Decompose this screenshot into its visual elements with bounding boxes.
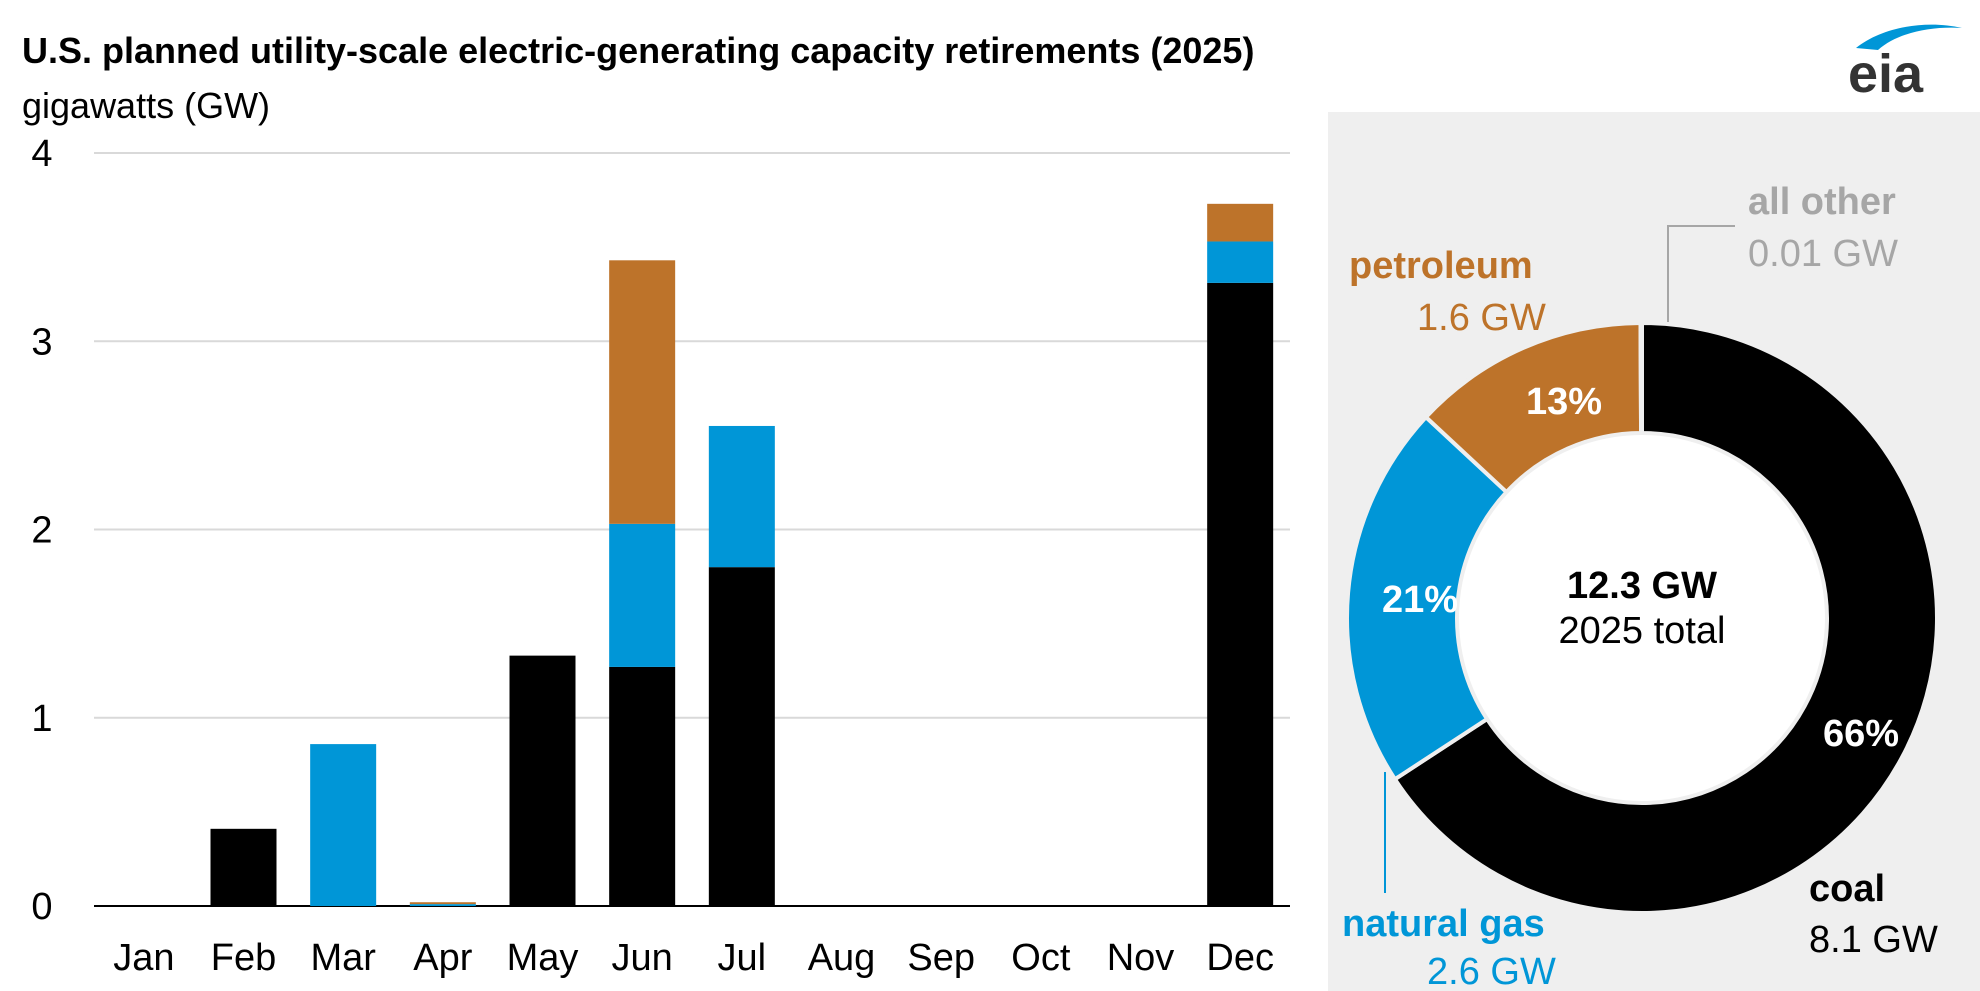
slice-pct-coal: 66% [1823, 713, 1899, 755]
leader-line-all-other [1667, 225, 1735, 322]
x-tick-label: Sep [907, 937, 975, 979]
y-tick-label: 1 [31, 698, 52, 740]
bar-natural-gas-jun [609, 523, 676, 667]
y-tick-label: 2 [31, 510, 52, 552]
y-tick-label: 0 [31, 886, 52, 928]
bar-coal-jun [609, 666, 676, 906]
legend-name-coal: coal [1809, 868, 1885, 910]
chart-title: U.S. planned utility-scale electric-gene… [22, 30, 1255, 71]
bar-chart: 0 1 2 3 4 Jan Feb Mar Apr May Jun Jul Aug Sep Oct Nov De… [31, 133, 1290, 979]
eia-logo: eia [1848, 24, 1962, 98]
x-tick-label: Dec [1206, 937, 1274, 979]
x-tick-label: Oct [1011, 937, 1071, 979]
legend-name-petroleum: petroleum [1349, 245, 1533, 287]
bar-natural-gas-mar [310, 744, 377, 906]
bar-petroleum-dec [1207, 203, 1274, 242]
x-tick-label: Mar [310, 937, 376, 979]
bar-natural-gas-apr [409, 904, 476, 906]
donut-slice-all-other [1638, 320, 1644, 436]
y-tick-label: 3 [31, 321, 52, 363]
x-tick-label: Jun [612, 937, 673, 979]
legend-amount-coal: 8.1 GW [1809, 919, 1938, 961]
donut-center-value: 12.3 GW [1567, 565, 1717, 607]
legend-amount-all-other: 0.01 GW [1748, 233, 1898, 275]
y-tick-label: 4 [31, 133, 52, 175]
bar-coal-may [509, 655, 576, 906]
bar-coal-feb [210, 828, 277, 906]
x-tick-label: Jul [718, 937, 767, 979]
donut-slice-coal [1392, 320, 1939, 915]
eia-logo-text: eia [1848, 44, 1924, 98]
bar-coal-jul [708, 567, 775, 906]
eia-swoosh-icon [1856, 24, 1962, 50]
legend-name-all-other: all other [1748, 181, 1896, 223]
x-tick-label: Jan [113, 937, 174, 979]
donut-hole [1459, 435, 1825, 801]
x-tick-label: Aug [808, 937, 876, 979]
x-tick-label: May [507, 937, 579, 979]
x-tick-label: Apr [413, 937, 472, 979]
bar-natural-gas-dec [1207, 241, 1274, 283]
legend-amount-petroleum: 1.6 GW [1417, 297, 1546, 339]
bar-coal-dec [1207, 282, 1274, 907]
bar-petroleum-jun [609, 260, 676, 524]
legend-name-natural-gas: natural gas [1342, 903, 1545, 945]
legend-amount-natural-gas: 2.6 GW [1427, 951, 1556, 991]
bar-natural-gas-jul [708, 425, 775, 568]
slice-pct-petroleum: 13% [1526, 381, 1602, 423]
slice-pct-natural-gas: 21% [1382, 579, 1458, 621]
x-tick-label: Feb [211, 937, 276, 979]
chart-unit-label: gigawatts (GW) [22, 85, 271, 126]
x-tick-label: Nov [1107, 937, 1175, 979]
donut-center-caption: 2025 total [1559, 610, 1726, 652]
donut-slice-natural-gas [1345, 414, 1510, 782]
bar-petroleum-apr [409, 902, 476, 905]
